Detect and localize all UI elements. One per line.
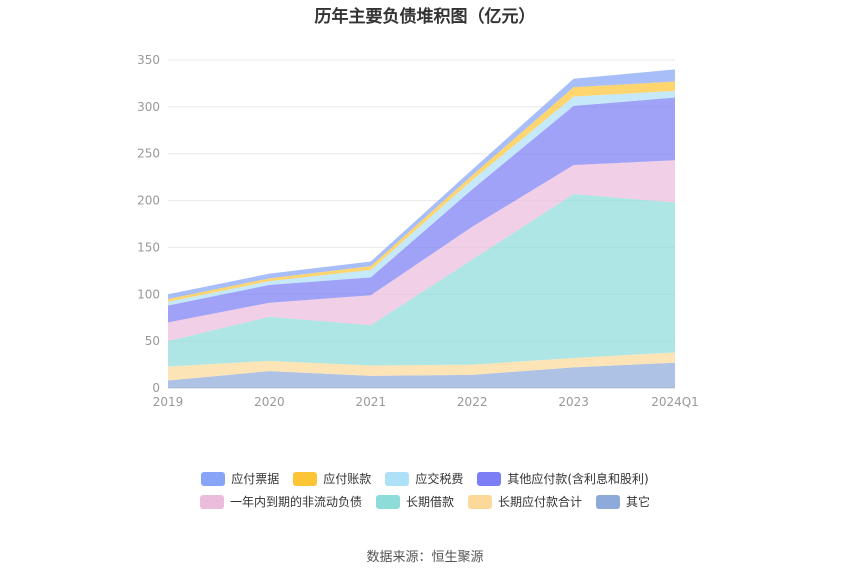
legend-label: 应交税费: [415, 472, 464, 486]
x-tick-label: 2020: [254, 395, 285, 409]
y-tick-label: 0: [152, 381, 160, 395]
legend-row-1: 应付票据 应付账款 应交税费 其他应付款(含利息和股利): [0, 470, 850, 487]
legend-swatch: [385, 471, 410, 486]
x-tick-label: 2022: [457, 395, 488, 409]
legend-swatch: [293, 471, 318, 486]
legend-item[interactable]: 应付账款: [293, 470, 371, 487]
legend-item[interactable]: 长期借款: [375, 493, 454, 510]
chart-legend: 应付票据 应付账款 应交税费 其他应付款(含利息和股利) 一年内到期的非流动负债…: [0, 470, 850, 516]
y-tick-label: 50: [145, 334, 160, 348]
legend-item[interactable]: 一年内到期的非流动负债: [199, 493, 362, 510]
legend-item[interactable]: 其他应付款(含利息和股利): [477, 470, 649, 487]
y-tick-label: 150: [137, 240, 160, 254]
stacked-area-chart: 0 50 100 150 200 250 300 350 2019 2020 2021 2022 202…: [137, 53, 699, 409]
x-tick-label: 2023: [558, 395, 589, 409]
legend-item[interactable]: 应交税费: [385, 470, 463, 487]
legend-swatch: [201, 471, 226, 486]
chart-title: 历年主要负债堆积图（亿元）: [314, 7, 536, 27]
area-series: [168, 97, 675, 323]
y-tick-label: 100: [137, 287, 160, 301]
y-tick-label: 250: [137, 147, 160, 161]
legend-row-2: 一年内到期的非流动负债 长期借款 长期应付款合计 其它: [0, 493, 850, 510]
area-series: [168, 160, 675, 342]
x-tick-label: 2021: [356, 395, 387, 409]
legend-label: 其他应付款(含利息和股利): [507, 472, 649, 486]
legend-item[interactable]: 长期应付款合计: [468, 493, 582, 510]
legend-label: 长期借款: [405, 495, 454, 509]
legend-label: 应付票据: [231, 472, 280, 486]
area-series: [168, 352, 675, 381]
legend-label: 一年内到期的非流动负债: [229, 495, 362, 509]
legend-swatch: [199, 494, 224, 509]
legend-swatch: [477, 471, 502, 486]
legend-swatch: [468, 494, 492, 509]
legend-item[interactable]: 应付票据: [201, 470, 279, 487]
y-tick-label: 200: [137, 194, 160, 208]
x-tick-label: 2019: [153, 395, 184, 409]
x-tick-label: 2024Q1: [651, 395, 699, 409]
area-series: [168, 194, 675, 367]
y-tick-label: 300: [137, 100, 160, 114]
legend-label: 其它: [626, 495, 651, 509]
legend-label: 应付账款: [323, 472, 372, 486]
data-source-note: 数据来源：恒生聚源: [366, 550, 484, 565]
legend-swatch: [375, 494, 400, 509]
legend-label: 长期应付款合计: [498, 495, 583, 509]
legend-item[interactable]: 其它: [596, 493, 650, 510]
legend-swatch: [596, 494, 621, 509]
y-tick-label: 350: [137, 53, 160, 67]
